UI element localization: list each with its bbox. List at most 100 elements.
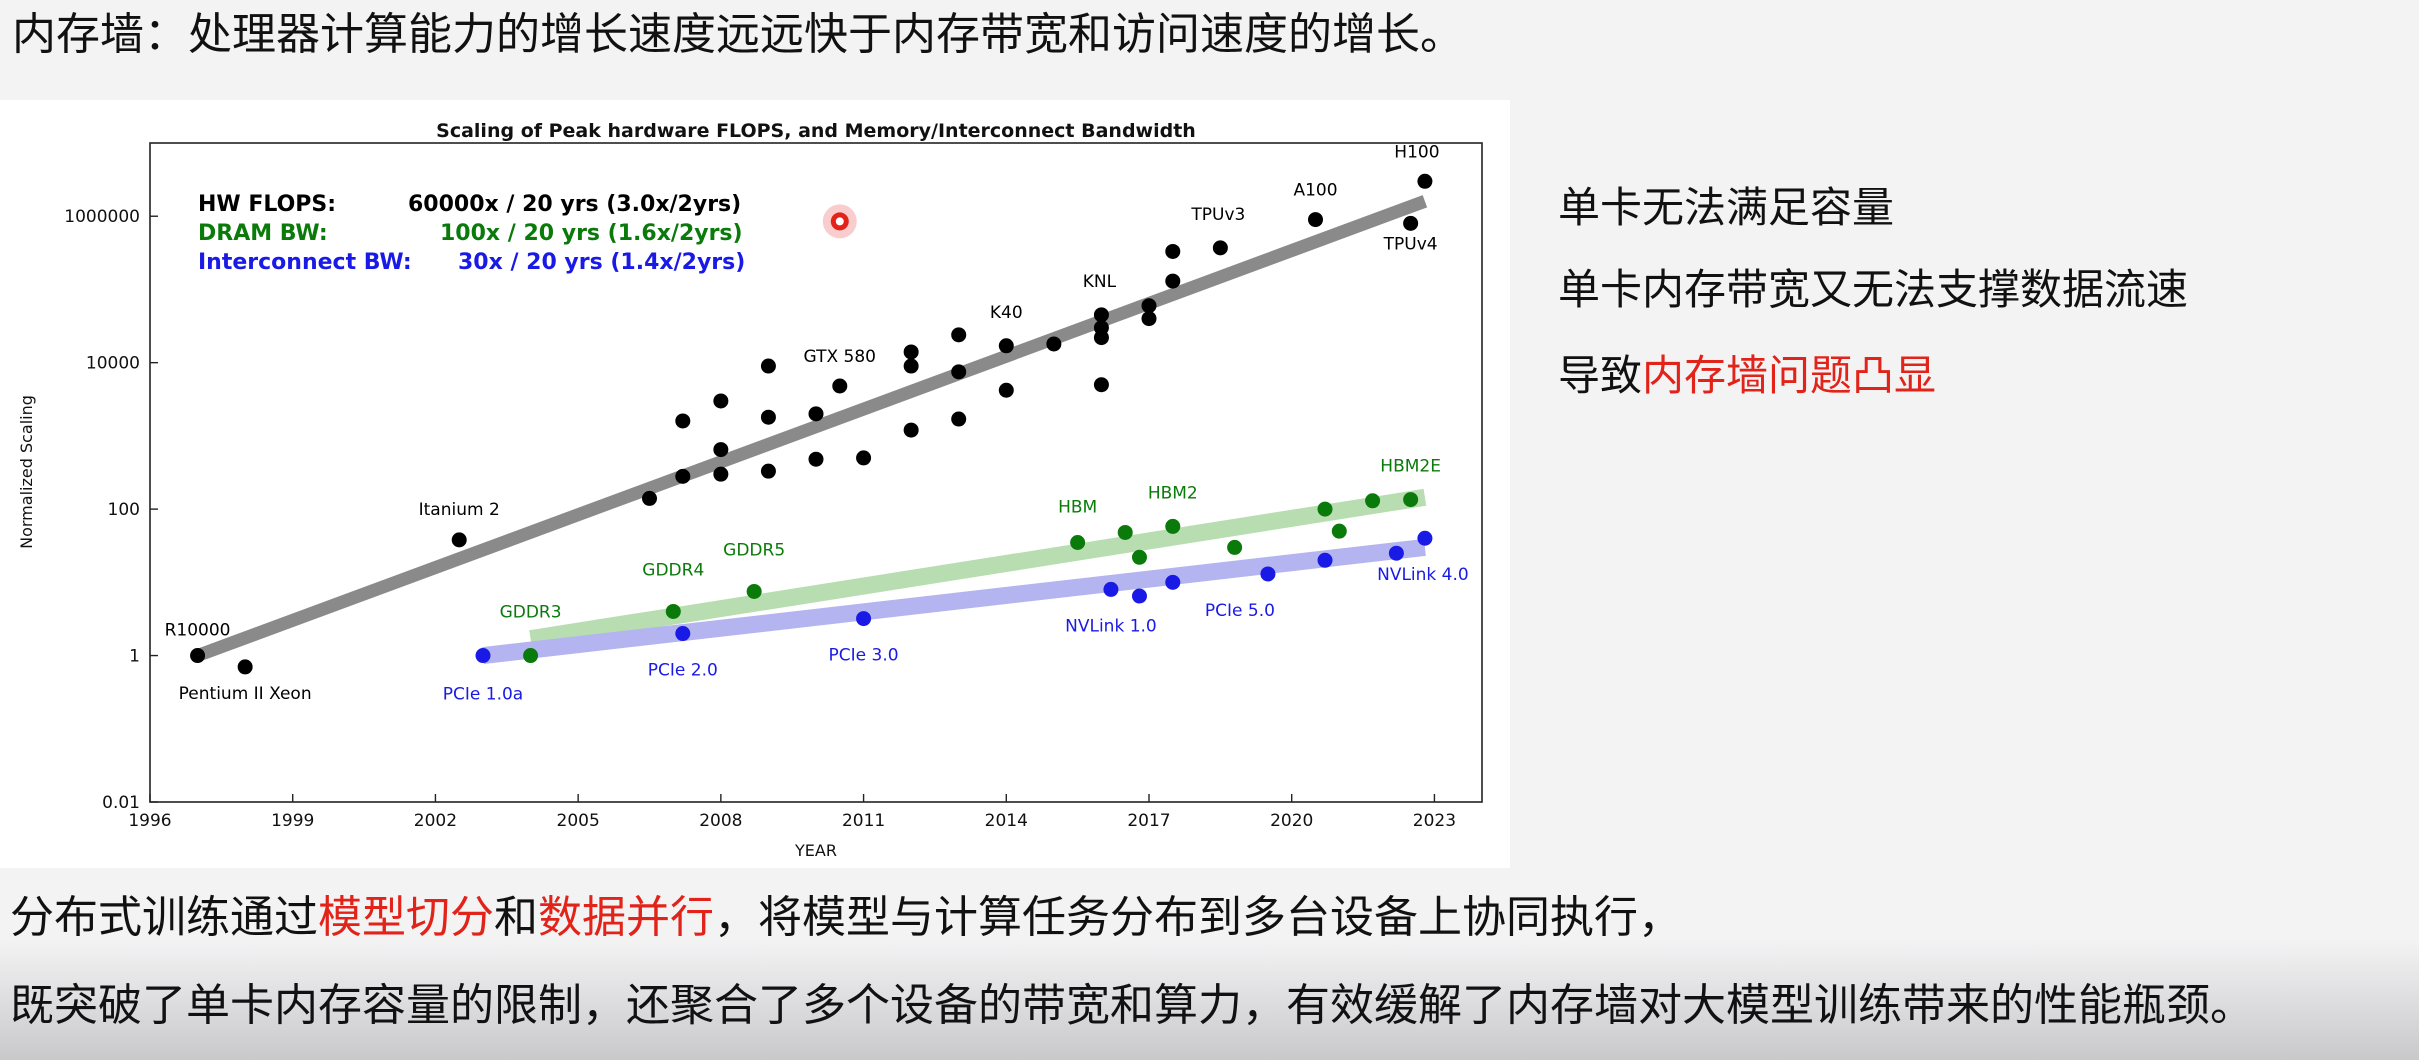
data-point [1308, 212, 1323, 228]
data-point [1093, 377, 1109, 393]
data-point [1165, 518, 1181, 534]
axis-ticks: 1996 1999 2002 2005 2008 2011 2014 2017 2020 2023… [64, 207, 1456, 831]
x-tick-label: 2014 [985, 811, 1028, 831]
data-point [1103, 581, 1119, 597]
legend-summary: 60000x / 20 yrs (3.0x/2yrs) [408, 192, 741, 217]
data-points [190, 173, 1433, 675]
point-labels: R10000 Pentium II Xeon Itanium 2 GTX 580 K40… [165, 142, 1469, 704]
point-label: HBM [1058, 497, 1097, 517]
para-1-highlight-data-parallel: 数据并行 [538, 892, 714, 943]
data-point [856, 450, 872, 466]
chart-legend: HW FLOPS: 60000x / 20 yrs (3.0x/2yrs) DRAM… [198, 192, 745, 275]
data-point [1388, 545, 1404, 561]
point-label: KNL [1083, 272, 1117, 292]
x-tick-label: 1996 [128, 811, 171, 831]
data-point [951, 411, 967, 427]
point-label: GDDR3 [500, 603, 562, 623]
data-point [903, 422, 919, 438]
data-point [675, 413, 691, 429]
y-tick-label: 1000000 [64, 207, 140, 227]
data-point [1417, 173, 1433, 189]
bullet-capacity: 单卡无法满足容量 [1558, 183, 1895, 232]
data-point [808, 451, 824, 467]
data-point [808, 406, 824, 422]
data-point [1317, 552, 1333, 568]
point-label: HBM2E [1380, 457, 1441, 477]
point-label: HBM2 [1148, 483, 1198, 503]
marker-center [835, 217, 844, 226]
data-point [475, 648, 491, 664]
scaling-chart: Scaling of Peak hardware FLOPS, and Memo… [17, 120, 1483, 860]
data-point [903, 344, 919, 360]
data-point [903, 358, 919, 374]
point-label: NVLink 1.0 [1065, 616, 1157, 636]
legend-summary: 30x / 20 yrs (1.4x/2yrs) [458, 250, 745, 275]
point-label: PCIe 1.0a [443, 685, 523, 705]
data-point [1403, 215, 1419, 231]
point-label: GDDR4 [642, 560, 704, 580]
bullet-3-prefix: 导致 [1558, 351, 1643, 400]
plot-frame [149, 142, 1483, 803]
point-label: PCIe 5.0 [1205, 601, 1275, 621]
bullet-bandwidth: 单卡内存带宽又无法支撑数据流速 [1558, 265, 2189, 314]
para-1-highlight-model-split: 模型切分 [318, 892, 494, 943]
point-label: Pentium II Xeon [179, 684, 312, 704]
data-point [1403, 492, 1419, 508]
x-tick-label: 2017 [1127, 811, 1170, 831]
x-tick-label: 2011 [842, 811, 885, 831]
data-point [1331, 523, 1347, 539]
data-point [746, 583, 762, 599]
trend-line-0 [195, 195, 1428, 662]
point-label: Itanium 2 [419, 500, 500, 520]
data-point [1093, 320, 1109, 336]
legend-name: DRAM BW: [198, 221, 328, 246]
trend-line-2 [482, 538, 1426, 665]
y-tick-label: 10000 [86, 354, 140, 374]
para-1-part-b: 和 [494, 892, 538, 943]
data-point [1117, 524, 1133, 540]
data-point [760, 358, 776, 374]
data-point [713, 442, 729, 458]
data-point [665, 603, 681, 619]
data-point [451, 532, 467, 548]
paragraph-line-2: 既突破了单卡内存容量的限制，还聚合了多个设备的带宽和算力，有效缓解了内存墙对大模… [10, 980, 2254, 1031]
data-point [1131, 588, 1147, 604]
x-tick-label: 2008 [699, 811, 742, 831]
para-1-part-a: 分布式训练通过 [10, 892, 318, 943]
data-point [1070, 534, 1086, 550]
point-label: NVLink 4.0 [1377, 565, 1469, 585]
data-point [1046, 336, 1062, 352]
data-point [1093, 307, 1109, 323]
data-point [1165, 243, 1181, 259]
para-1-part-c: ，将模型与计算任务分布到多台设备上协同执行， [714, 892, 1682, 943]
data-point [1260, 566, 1276, 582]
y-tick-label: 100 [108, 500, 140, 520]
data-point [1227, 539, 1243, 555]
bottom-gradient [0, 940, 2419, 1060]
x-tick-label: 2005 [557, 811, 600, 831]
data-point [998, 338, 1014, 354]
point-label: H100 [1394, 142, 1439, 162]
annotation-marker [822, 204, 857, 239]
data-point [1141, 311, 1157, 327]
data-point [237, 659, 253, 675]
data-point [713, 466, 729, 482]
y-tick-label: 0.01 [102, 793, 140, 813]
data-point [856, 611, 872, 627]
point-label: TPUv3 [1190, 205, 1245, 225]
bullet-3-highlight: 内存墙问题凸显 [1642, 351, 1937, 400]
x-axis-label: YEAR [794, 841, 837, 860]
point-label: K40 [990, 303, 1023, 323]
data-point [951, 327, 967, 343]
point-label: GTX 580 [804, 347, 876, 367]
data-point [1165, 574, 1181, 590]
data-point [642, 490, 657, 506]
paragraph-line-1: 分布式训练通过模型切分和数据并行，将模型与计算任务分布到多台设备上协同执行， [10, 888, 1682, 948]
data-point [713, 393, 729, 409]
data-point [951, 364, 967, 380]
data-point [675, 626, 691, 642]
x-tick-label: 2020 [1270, 811, 1313, 831]
chart-panel: Scaling of Peak hardware FLOPS, and Memo… [0, 100, 1510, 868]
data-point [1141, 298, 1157, 314]
data-point [1417, 530, 1433, 546]
